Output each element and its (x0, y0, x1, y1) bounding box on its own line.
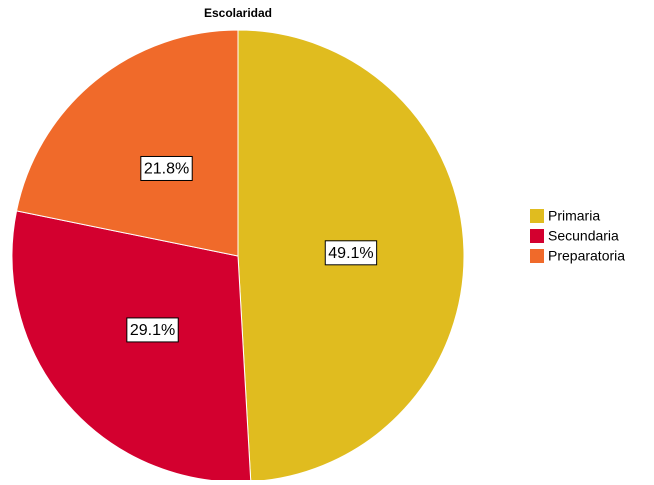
chart-title: Escolaridad (204, 6, 272, 20)
legend-label: Primaria (548, 208, 600, 224)
legend-swatch (530, 229, 544, 243)
data-label-box (324, 240, 378, 266)
data-label-box (140, 155, 193, 181)
data-label: 21.8% (144, 161, 189, 178)
legend-label: Secundaria (548, 228, 619, 244)
legend-swatch (530, 249, 544, 263)
data-label: 29.1% (130, 322, 175, 339)
pie-slice (11, 210, 252, 483)
data-label-box (126, 317, 179, 343)
data-label: 49.1% (328, 245, 373, 262)
legend-label: Preparatoria (548, 248, 625, 264)
legend-swatch (530, 209, 544, 223)
pie-slice (15, 29, 239, 257)
